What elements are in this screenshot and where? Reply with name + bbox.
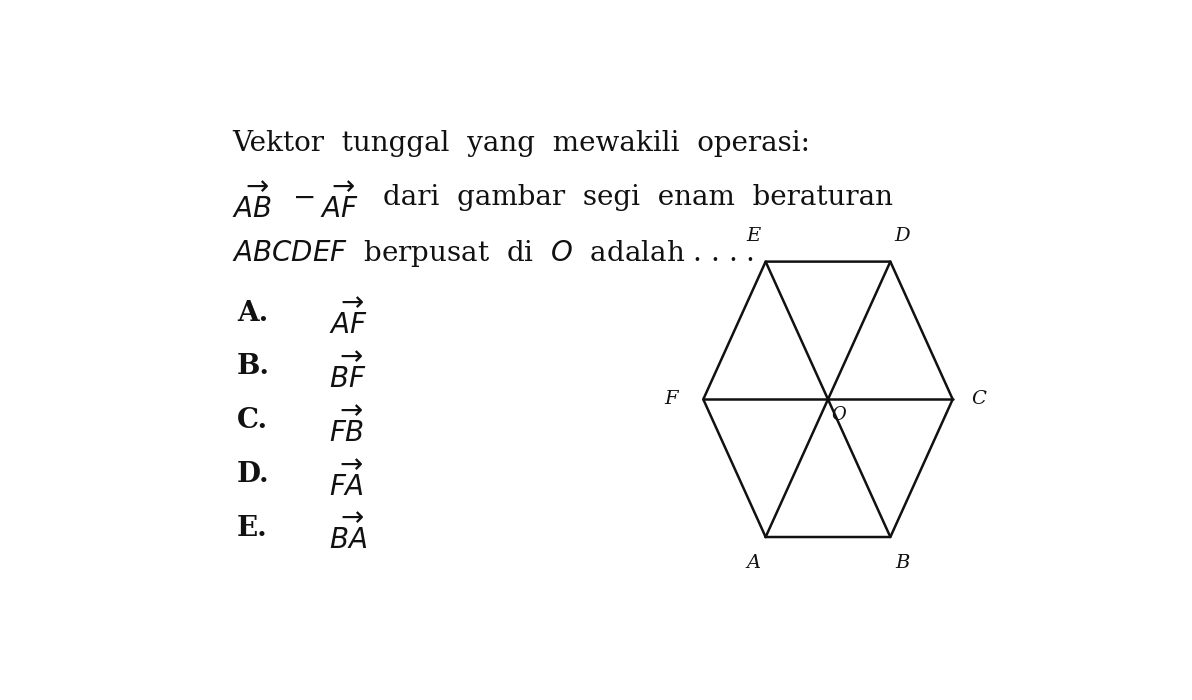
Text: $\overrightarrow{AF}$: $\overrightarrow{AF}$ <box>329 300 368 340</box>
Text: B.: B. <box>237 354 269 381</box>
Text: O: O <box>832 407 846 424</box>
Text: C: C <box>971 391 986 408</box>
Text: C.: C. <box>237 407 268 435</box>
Text: $ABCDEF$  berpusat  di  $O$  adalah . . . .: $ABCDEF$ berpusat di $O$ adalah . . . . <box>232 237 755 269</box>
Text: $-$: $-$ <box>292 183 315 211</box>
Text: D.: D. <box>237 461 269 489</box>
Text: $\overrightarrow{BA}$: $\overrightarrow{BA}$ <box>329 515 367 556</box>
Text: A: A <box>746 554 760 572</box>
Text: $\overrightarrow{AF}$: $\overrightarrow{AF}$ <box>319 183 359 224</box>
Text: F: F <box>664 391 678 408</box>
Text: $\overrightarrow{AB}$: $\overrightarrow{AB}$ <box>232 183 272 224</box>
Text: $\overrightarrow{FA}$: $\overrightarrow{FA}$ <box>329 461 365 502</box>
Text: B: B <box>895 554 909 572</box>
Text: dari  gambar  segi  enam  beraturan: dari gambar segi enam beraturan <box>383 183 893 211</box>
Text: E: E <box>746 227 760 245</box>
Text: D: D <box>894 227 911 245</box>
Text: $\overrightarrow{FB}$: $\overrightarrow{FB}$ <box>329 407 365 448</box>
Text: E.: E. <box>237 515 267 543</box>
Text: Vektor  tunggal  yang  mewakili  operasi:: Vektor tunggal yang mewakili operasi: <box>232 130 811 157</box>
Text: $\overrightarrow{BF}$: $\overrightarrow{BF}$ <box>329 354 366 394</box>
Text: A.: A. <box>237 300 268 327</box>
